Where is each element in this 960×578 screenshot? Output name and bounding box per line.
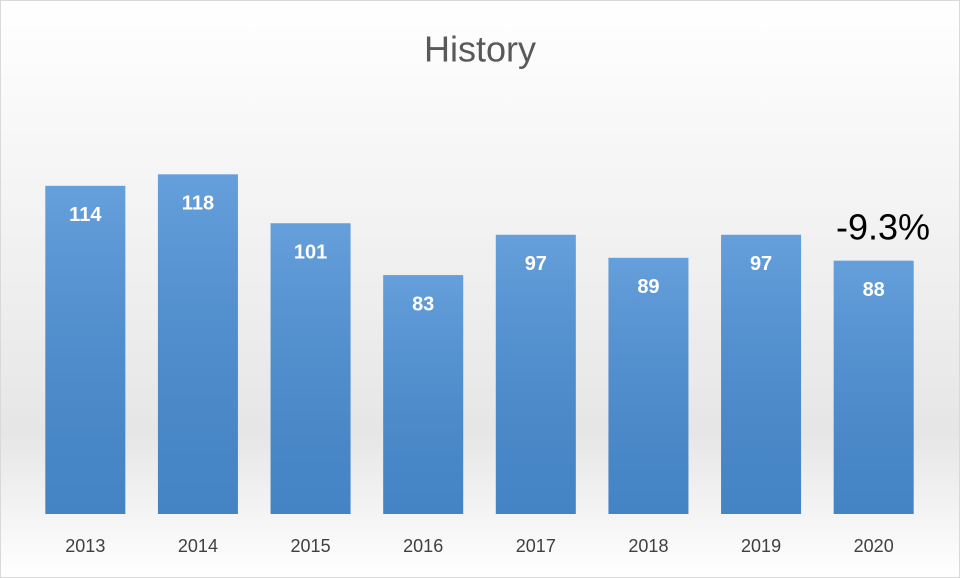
data-label: 97 — [525, 253, 547, 275]
data-label: 101 — [294, 242, 327, 264]
data-label: 118 — [182, 193, 214, 215]
bar-shade — [721, 234, 802, 514]
x-tick-label: 2019 — [741, 536, 781, 556]
bar-shade — [270, 223, 351, 514]
data-label: 88 — [863, 279, 885, 301]
data-label: 83 — [412, 293, 434, 315]
x-tick-label: 2016 — [403, 536, 443, 556]
bar-shade — [495, 234, 576, 514]
x-tick-label: 2013 — [65, 536, 105, 556]
data-label: 89 — [637, 276, 659, 298]
x-tick-label: 2014 — [178, 536, 218, 556]
bar-shade — [45, 185, 126, 515]
bar-shade — [608, 257, 689, 514]
x-tick-label: 2020 — [854, 536, 894, 556]
data-label: 97 — [750, 253, 772, 275]
chart-title: History — [424, 29, 536, 70]
bar-shade — [157, 174, 238, 515]
bar-shade — [833, 260, 914, 514]
x-tick-label: 2018 — [628, 536, 668, 556]
annotation: -9.3% — [836, 207, 930, 248]
x-tick-label: 2015 — [291, 536, 331, 556]
x-tick-label: 2017 — [516, 536, 556, 556]
bar-shade — [383, 275, 464, 514]
data-label: 114 — [69, 204, 102, 226]
